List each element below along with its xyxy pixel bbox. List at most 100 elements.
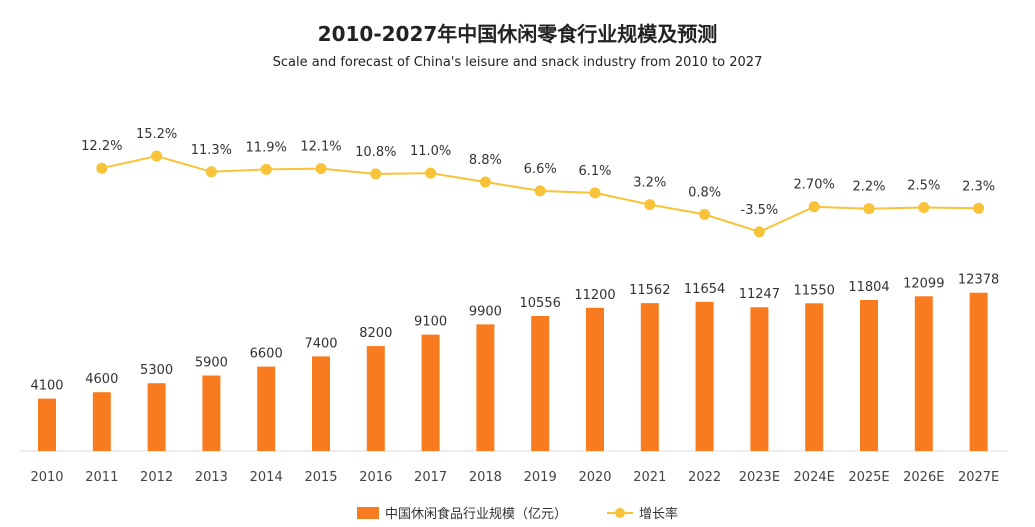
- growth-value-label: 15.2%: [136, 127, 177, 142]
- bar-2010[interactable]: [38, 398, 56, 451]
- bar-value-label: 4600: [85, 372, 118, 387]
- x-tick-label: 2019: [524, 470, 557, 485]
- bar-value-label: 11200: [574, 288, 615, 303]
- bar-series: 4100 4600 5300 5900 6600 7400 8200 9100 9900 1055…: [30, 273, 999, 451]
- growth-value-label: 12.1%: [300, 140, 341, 155]
- growth-point-2024E[interactable]: [808, 201, 820, 213]
- x-tick-label: 2020: [578, 470, 611, 485]
- growth-point-2013[interactable]: [205, 166, 217, 178]
- growth-value-label: 11.9%: [246, 140, 287, 155]
- bar-2018[interactable]: [476, 324, 495, 451]
- bar-2025E[interactable]: [860, 300, 878, 451]
- growth-value-label: 11.0%: [410, 144, 451, 159]
- growth-point-2021[interactable]: [644, 199, 656, 211]
- growth-value-label: 2.5%: [907, 179, 940, 194]
- bar-2016[interactable]: [366, 346, 385, 451]
- x-tick-label: 2023E: [739, 470, 780, 485]
- growth-value-label: 10.8%: [355, 145, 396, 160]
- x-tick-label: 2016: [359, 470, 392, 485]
- chart-subtitle: Scale and forecast of China's leisure an…: [272, 55, 763, 70]
- legend-bar-swatch: [356, 506, 379, 519]
- bar-2023E[interactable]: [750, 307, 769, 451]
- bar-value-label: 10556: [520, 296, 561, 311]
- bar-2017[interactable]: [421, 334, 440, 451]
- bar-2019[interactable]: [531, 316, 550, 451]
- bar-2026E[interactable]: [914, 296, 933, 451]
- growth-value-label: 11.3%: [191, 143, 232, 158]
- bar-2014[interactable]: [257, 366, 276, 451]
- growth-value-label: -3.5%: [741, 203, 779, 218]
- growth-point-2016[interactable]: [370, 168, 382, 180]
- x-axis-ticks: 2010 2011 2012 2013 2014 2015 2016 2017 2018 2019…: [30, 470, 999, 485]
- growth-value-label: 6.6%: [524, 162, 557, 177]
- x-tick-label: 2012: [140, 470, 173, 485]
- x-tick-label: 2011: [85, 470, 118, 485]
- legend-item-size[interactable]: 中国休闲食品行业规模（亿元）: [356, 503, 567, 522]
- bar-2011[interactable]: [92, 392, 111, 451]
- x-tick-label: 2024E: [794, 470, 835, 485]
- x-tick-label: 2017: [414, 470, 447, 485]
- bar-2022[interactable]: [695, 301, 714, 451]
- bar-value-label: 11654: [684, 282, 725, 297]
- growth-value-label: 6.1%: [578, 164, 611, 179]
- bar-value-label: 4100: [30, 379, 63, 394]
- growth-point-2014[interactable]: [260, 163, 272, 175]
- bar-2015[interactable]: [312, 356, 330, 451]
- bar-value-label: 12099: [903, 276, 944, 291]
- bar-value-label: 5300: [140, 363, 173, 378]
- bar-value-label: 11550: [794, 283, 835, 298]
- bar-2020[interactable]: [586, 307, 604, 451]
- x-tick-label: 2013: [195, 470, 228, 485]
- bar-2021[interactable]: [640, 303, 659, 451]
- x-tick-label: 2026E: [903, 470, 944, 485]
- growth-point-2017[interactable]: [425, 167, 437, 179]
- growth-point-2022[interactable]: [699, 208, 711, 220]
- x-tick-label: 2025E: [848, 470, 889, 485]
- bar-value-label: 11804: [848, 280, 889, 295]
- growth-line-series: 12.2% 15.2% 11.3% 11.9% 12.1% 10.8% 11.0% 8.8% 6…: [81, 127, 995, 238]
- bar-value-label: 12378: [958, 273, 999, 288]
- chart-title: 2010-2027年中国休闲零食行业规模及预测: [317, 22, 718, 46]
- growth-value-label: 2.3%: [962, 179, 995, 194]
- x-tick-label: 2014: [250, 470, 283, 485]
- bar-value-label: 9100: [414, 315, 447, 330]
- growth-point-2019[interactable]: [534, 185, 546, 197]
- x-tick-label: 2021: [633, 470, 666, 485]
- growth-value-label: 12.2%: [81, 139, 122, 154]
- bar-value-label: 5900: [195, 356, 228, 371]
- legend-label-size: 中国休闲食品行业规模（亿元）: [384, 507, 567, 522]
- bar-value-label: 6600: [250, 347, 283, 362]
- legend-item-growth[interactable]: 增长率: [607, 503, 678, 522]
- bar-value-label: 7400: [304, 336, 337, 351]
- growth-value-label: 8.8%: [469, 153, 502, 168]
- growth-value-label: 2.2%: [852, 180, 885, 195]
- growth-point-2012[interactable]: [151, 150, 163, 162]
- bar-value-label: 11247: [739, 287, 780, 302]
- growth-point-2026E[interactable]: [918, 202, 930, 213]
- bar-2024E[interactable]: [805, 303, 824, 451]
- growth-point-2023E[interactable]: [753, 226, 765, 238]
- legend: 中国休闲食品行业规模（亿元） 增长率: [0, 503, 1035, 522]
- legend-line-swatch: [607, 507, 633, 519]
- x-tick-label: 2018: [469, 470, 502, 485]
- x-tick-label: 2027E: [958, 470, 999, 485]
- bar-value-label: 11562: [629, 283, 670, 298]
- growth-value-label: 0.8%: [688, 185, 721, 200]
- growth-point-2020[interactable]: [589, 187, 601, 199]
- growth-point-2011[interactable]: [96, 162, 108, 174]
- bar-2013[interactable]: [202, 375, 221, 452]
- x-tick-label: 2015: [304, 470, 337, 485]
- bar-value-label: 8200: [359, 326, 392, 341]
- growth-value-label: 3.2%: [633, 176, 666, 191]
- x-tick-label: 2010: [30, 470, 63, 485]
- growth-point-2018[interactable]: [479, 176, 491, 188]
- legend-label-growth: 增长率: [639, 507, 679, 522]
- growth-point-2027E[interactable]: [973, 202, 985, 214]
- growth-point-2025E[interactable]: [863, 203, 875, 215]
- growth-point-2015[interactable]: [315, 163, 327, 175]
- bar-2012[interactable]: [147, 383, 166, 451]
- growth-value-label: 2.70%: [794, 178, 835, 193]
- x-tick-label: 2022: [688, 470, 721, 485]
- bar-2027E[interactable]: [969, 292, 988, 451]
